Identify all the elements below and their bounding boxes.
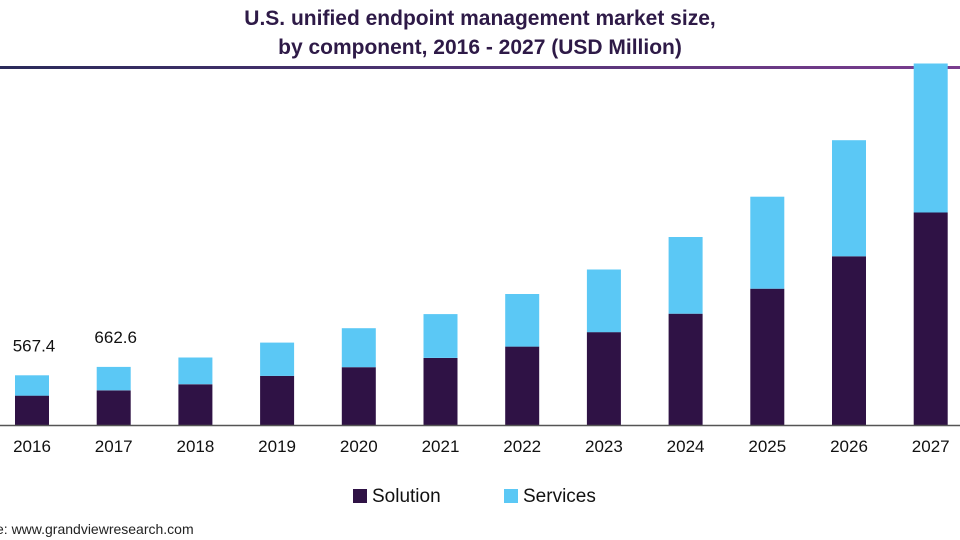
bar-services-2022: [505, 294, 540, 347]
bar-solution-2024: [668, 313, 703, 425]
legend-swatch-solution: [353, 489, 367, 503]
x-tick-label-2022: 2022: [503, 437, 541, 456]
chart-title-line-1: U.S. unified endpoint management market …: [244, 7, 716, 30]
x-tick-label-2021: 2021: [422, 437, 460, 456]
bar-services-2023: [586, 269, 621, 333]
x-tick-label-2018: 2018: [176, 437, 214, 456]
bar-services-2020: [341, 328, 376, 368]
bar-solution-2021: [423, 358, 458, 425]
bar-solution-2020: [341, 367, 376, 425]
chart-title: U.S. unified endpoint management market …: [0, 4, 960, 62]
bar-solution-2016: [15, 395, 49, 425]
source-note: e: www.grandviewresearch.com: [0, 521, 194, 537]
bar-solution-2018: [178, 384, 213, 425]
bar-solution-2019: [260, 375, 295, 425]
bar-solution-2022: [505, 346, 540, 425]
bar-services-2019: [260, 342, 295, 376]
bar-services-2017: [96, 366, 131, 391]
bar-solution-2025: [750, 288, 785, 425]
bar-solution-2026: [832, 256, 866, 425]
bar-services-2025: [750, 196, 785, 289]
x-tick-label-2027: 2027: [912, 437, 950, 456]
x-tick-label-2019: 2019: [258, 437, 296, 456]
x-tick-label-2026: 2026: [830, 437, 868, 456]
data-label-2017: 662.6: [94, 328, 137, 347]
bar-services-2021: [423, 314, 458, 358]
bar-services-2027: [913, 63, 948, 213]
legend-swatch-services: [504, 489, 518, 503]
data-label-2016: 567.4: [13, 336, 56, 355]
x-tick-label-2017: 2017: [95, 437, 133, 456]
bar-services-2018: [178, 357, 213, 385]
x-tick-label-2016: 2016: [13, 437, 51, 456]
bar-solution-2027: [913, 212, 948, 425]
bar-solution-2017: [96, 390, 131, 425]
bar-services-2026: [832, 140, 866, 257]
x-tick-label-2023: 2023: [585, 437, 623, 456]
bar-services-2024: [668, 237, 703, 314]
x-tick-label-2025: 2025: [748, 437, 786, 456]
chart-title-line-2: by component, 2016 - 2027 (USD Million): [278, 36, 682, 59]
title-divider: [0, 66, 960, 69]
x-tick-label-2024: 2024: [667, 437, 705, 456]
bar-services-2016: [15, 375, 49, 396]
bar-solution-2023: [586, 332, 621, 425]
x-tick-label-2020: 2020: [340, 437, 378, 456]
legend-label-services: Services: [523, 486, 596, 507]
legend-label-solution: Solution: [372, 486, 441, 507]
